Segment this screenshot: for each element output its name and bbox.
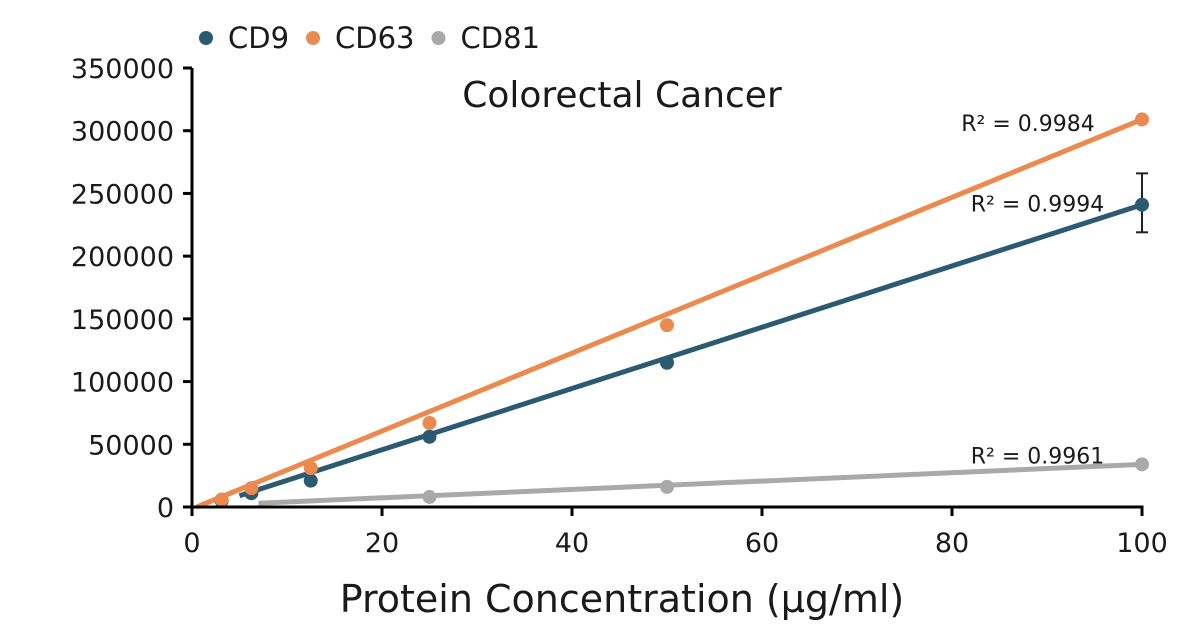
trendlines (195, 117, 1143, 510)
chart-title: Colorectal Cancer (462, 75, 782, 116)
y-axis-ticks: 0 50000 100000 150000 200000 250000 300000 3500… (71, 54, 192, 524)
legend: CD9 CD63 CD81 (199, 21, 540, 55)
y-tick-label: 50000 (88, 430, 174, 461)
cd9-data-point (422, 429, 437, 444)
legend-label-cd63: CD63 (335, 21, 414, 55)
cd81-data-point (1135, 457, 1149, 472)
legend-label-cd9: CD9 (228, 21, 289, 55)
x-tick-label: 20 (365, 528, 399, 559)
cd81-trendline (258, 461, 1143, 506)
x-tick-label: 60 (745, 528, 779, 559)
cd81-data-point (660, 479, 674, 494)
cd63-data-point (214, 492, 229, 507)
legend-marker-cd63 (306, 31, 321, 45)
legend-marker-cd9 (199, 31, 213, 45)
x-tick-label: 40 (555, 528, 589, 559)
cd63-data-point (1135, 112, 1149, 127)
cd9-data-point (660, 355, 674, 370)
cd63-data-point (303, 461, 318, 476)
legend-label-cd81: CD81 (461, 21, 540, 55)
y-tick-label: 350000 (71, 54, 174, 85)
y-tick-label: 200000 (71, 242, 174, 273)
axes (190, 68, 1144, 509)
y-tick-label: 0 (157, 493, 174, 524)
y-tick-label: 300000 (71, 117, 174, 148)
cd63-data-point (660, 318, 674, 333)
cd9-r2-label: R² = 0.9994 (971, 192, 1105, 217)
cd63-data-point (422, 415, 437, 430)
cd9-trendline (238, 202, 1143, 499)
legend-marker-cd81 (431, 31, 446, 45)
x-tick-label: 80 (935, 528, 969, 559)
cd81-data-point (422, 489, 437, 504)
r2-labels: R² = 0.9994 R² = 0.9984 R² = 0.9961 (961, 112, 1104, 469)
cd63-r2-label: R² = 0.9984 (961, 112, 1095, 137)
cd9-data-point (1135, 197, 1149, 212)
cd9-data-point (303, 473, 318, 488)
cd63-data-point (244, 481, 259, 496)
x-axis-label: Protein Concentration (µg/ml) (340, 577, 905, 621)
cd81-r2-label: R² = 0.9961 (971, 445, 1105, 470)
cd63-trendline (195, 117, 1143, 510)
x-axis-ticks: 0 20 40 60 80 100 (183, 507, 1168, 559)
y-tick-label: 250000 (71, 179, 174, 210)
y-tick-label: 150000 (71, 305, 174, 336)
data-points (214, 112, 1149, 508)
x-tick-label: 0 (183, 528, 200, 559)
y-tick-label: 100000 (71, 368, 174, 399)
x-tick-label: 100 (1116, 528, 1168, 559)
